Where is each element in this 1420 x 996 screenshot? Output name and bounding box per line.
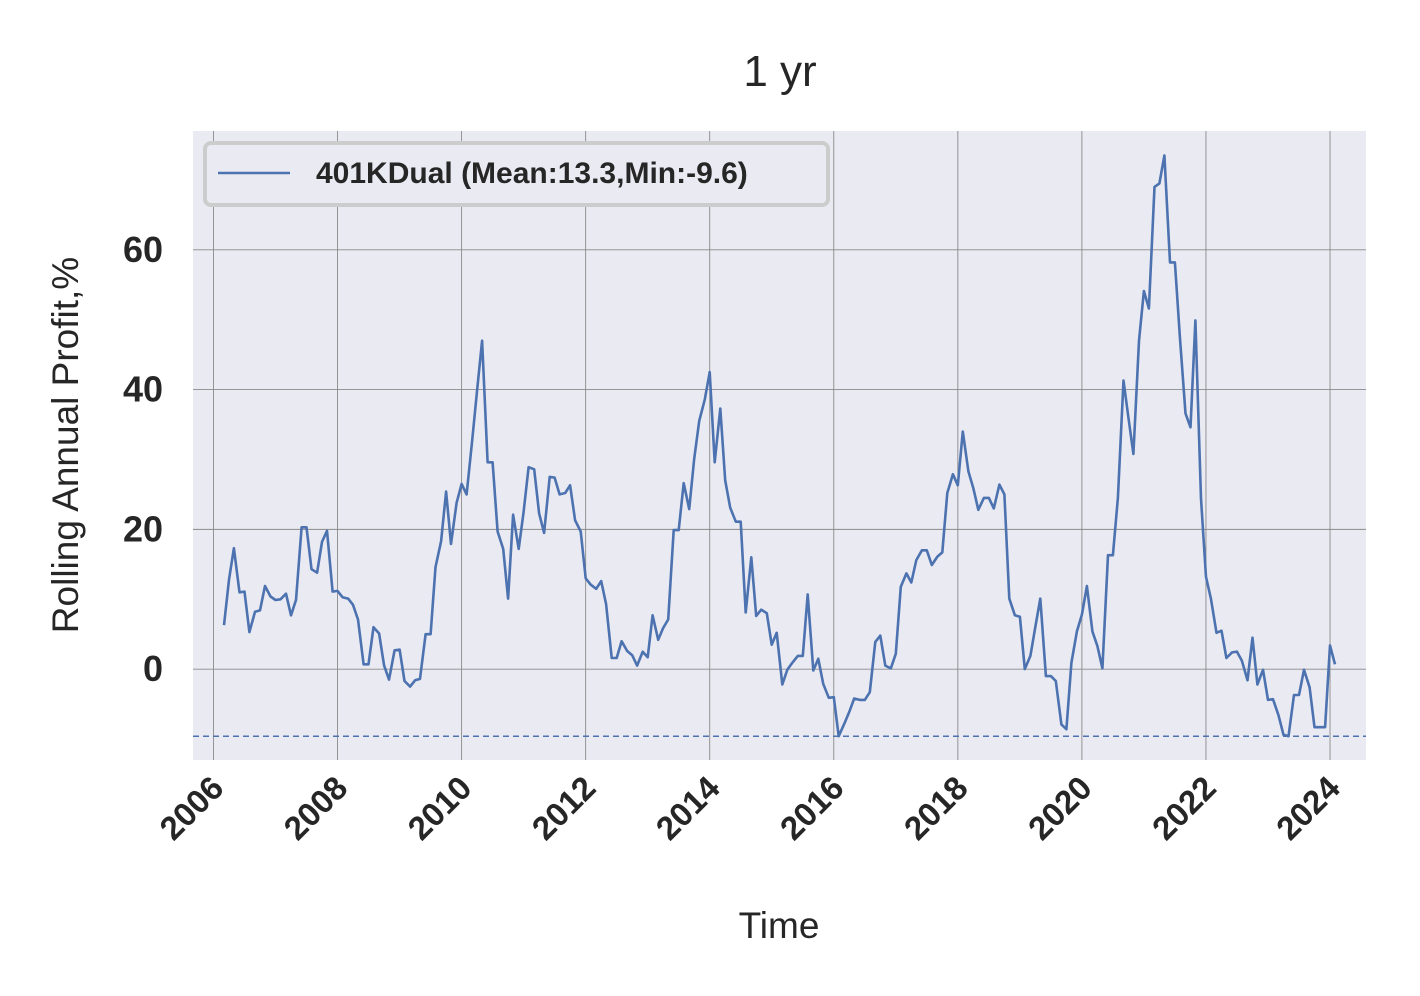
- x-tick-label: 2012: [525, 769, 603, 847]
- chart-title: 1 yr: [743, 47, 816, 96]
- y-tick-label: 0: [143, 648, 163, 689]
- series-group: [222, 154, 1337, 738]
- y-tick-label: 60: [123, 229, 163, 270]
- x-axis-label: Time: [739, 905, 820, 946]
- x-tick-label: 2020: [1021, 769, 1099, 847]
- legend: 401KDual (Mean:13.3,Min:-9.6): [203, 141, 830, 207]
- series-line-0: [222, 154, 1337, 738]
- x-tick-label: 2014: [649, 768, 728, 847]
- x-tick-label: 2022: [1145, 769, 1223, 847]
- y-tick-labels: 0 20 40 60: [123, 229, 163, 689]
- grid: [193, 131, 1366, 760]
- legend-entry-label: 401KDual (Mean:13.3,Min:-9.6): [316, 157, 748, 190]
- x-tick-label: 2018: [897, 769, 975, 847]
- y-axis-label: Rolling Annual Profit,%: [45, 257, 86, 633]
- x-tick-label: 2008: [276, 769, 354, 847]
- x-tick-label: 2024: [1269, 768, 1348, 847]
- y-tick-label: 40: [123, 369, 163, 410]
- x-tick-label: 2010: [400, 769, 478, 847]
- x-tick-labels: 2006 2008 2010 2012 2014 2016 2018 2020 2022 2024: [152, 768, 1347, 847]
- x-tick-label: 2016: [773, 769, 851, 847]
- legend-box: [203, 141, 830, 207]
- x-tick-label: 2006: [152, 769, 230, 847]
- y-tick-label: 20: [123, 508, 163, 549]
